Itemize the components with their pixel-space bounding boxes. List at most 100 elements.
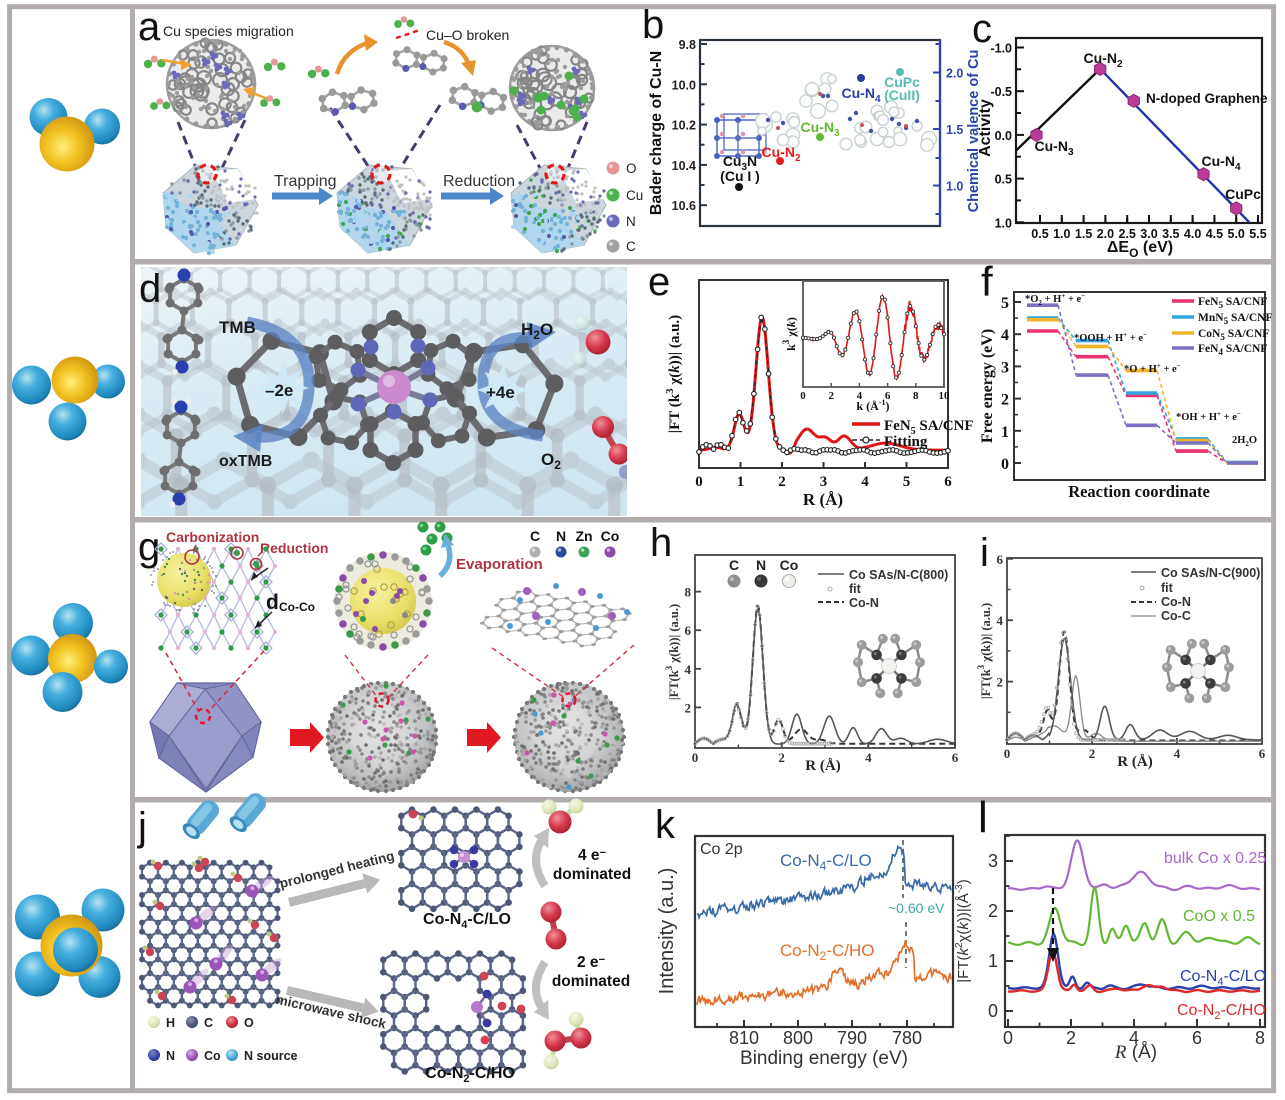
svg-text:Co-N: Co-N (1161, 595, 1191, 609)
svg-text:Fitting: Fitting (884, 434, 928, 450)
svg-text:2: 2 (1001, 392, 1009, 409)
svg-text:|FT(k3 χ(k))| (a.u.): |FT(k3 χ(k))| (a.u.) (976, 603, 993, 699)
svg-text:|FT (k3 χ(k))| (a.u.): |FT (k3 χ(k))| (a.u.) (664, 315, 683, 433)
svg-text:2: 2 (778, 474, 786, 490)
svg-text:FeN5 SA/CNF: FeN5 SA/CNF (1198, 296, 1267, 310)
svg-text:10: 10 (939, 390, 951, 402)
svg-text:0.0: 0.0 (995, 129, 1012, 143)
svg-text:O: O (626, 161, 637, 176)
svg-text:0: 0 (695, 474, 703, 490)
svg-text:Reaction coordinate: Reaction coordinate (1068, 482, 1210, 501)
svg-text:6: 6 (952, 750, 959, 765)
svg-text:Carbonization: Carbonization (166, 529, 259, 545)
svg-text:4.5: 4.5 (1206, 227, 1223, 241)
svg-text:Zn: Zn (575, 528, 592, 544)
svg-text:6: 6 (944, 474, 952, 490)
svg-text:5: 5 (1001, 295, 1009, 312)
svg-text:N: N (756, 557, 766, 573)
svg-text:6: 6 (1259, 746, 1266, 761)
svg-text:R (Å): R (Å) (1117, 754, 1152, 770)
svg-text:h: h (650, 521, 672, 565)
svg-text:CoN5 SA/CNF: CoN5 SA/CNF (1198, 328, 1269, 342)
svg-text:5: 5 (903, 474, 911, 490)
svg-text:10.6: 10.6 (672, 199, 696, 213)
svg-text:-1.0: -1.0 (990, 42, 1012, 56)
svg-text:f: f (981, 258, 993, 305)
svg-text:5.5: 5.5 (1249, 227, 1266, 241)
svg-text:|FT(k3 χ(k))| (a.u.): |FT(k3 χ(k))| (a.u.) (664, 604, 681, 700)
svg-text:Cu–O broken: Cu–O broken (426, 27, 509, 43)
svg-text:3: 3 (1001, 359, 1009, 376)
svg-text:N: N (626, 214, 636, 229)
svg-text:c: c (972, 7, 992, 51)
svg-text:Free energy (eV): Free energy (eV) (979, 329, 996, 443)
svg-text:2.0: 2.0 (946, 67, 963, 81)
svg-text:oxTMB: oxTMB (219, 453, 272, 470)
svg-text:8: 8 (685, 585, 692, 600)
svg-text:1.5: 1.5 (1075, 227, 1092, 241)
svg-text:4: 4 (997, 613, 1004, 628)
svg-text:10.4: 10.4 (672, 159, 696, 173)
svg-text:*O2 + H+ + e−: *O2 + H+ + e− (1025, 292, 1085, 307)
svg-text:1.5: 1.5 (946, 123, 963, 137)
svg-text:C: C (729, 557, 739, 573)
svg-text:2: 2 (1089, 746, 1096, 761)
svg-text:(Cu I ): (Cu I ) (720, 168, 760, 184)
svg-text:4: 4 (1001, 327, 1009, 344)
svg-text:Cu species migration: Cu species migration (163, 23, 294, 39)
svg-text:10.2: 10.2 (672, 119, 696, 133)
svg-text:d: d (266, 591, 279, 614)
svg-text:5.0: 5.0 (1228, 227, 1245, 241)
svg-text:j: j (137, 805, 147, 849)
svg-text:1: 1 (1001, 424, 1009, 441)
svg-text:4: 4 (861, 474, 869, 490)
svg-text:Bader charge of Cu-N: Bader charge of Cu-N (648, 51, 665, 215)
svg-text:*OH + H+ + e−: *OH + H+ + e− (1176, 410, 1241, 423)
svg-text:*OOH + H+ + e−: *OOH + H+ + e− (1074, 331, 1147, 344)
svg-text:0: 0 (800, 390, 806, 402)
svg-text:9.8: 9.8 (679, 38, 696, 52)
svg-text:3: 3 (820, 474, 828, 490)
svg-text:Co SAs/N-C(900): Co SAs/N-C(900) (1161, 566, 1260, 580)
svg-text:1.0: 1.0 (1053, 227, 1070, 241)
svg-text:1.0: 1.0 (946, 180, 963, 194)
svg-text:k (Å-1): k (Å-1) (856, 398, 889, 413)
svg-text:a: a (138, 5, 161, 49)
svg-text:Co-C: Co-C (1161, 609, 1191, 623)
svg-text:-0.5: -0.5 (990, 85, 1012, 99)
svg-text:C: C (626, 239, 636, 254)
svg-text:Co: Co (780, 557, 799, 573)
svg-text:0: 0 (1004, 746, 1011, 761)
svg-text:2: 2 (828, 390, 834, 402)
svg-text:C: C (530, 528, 540, 544)
svg-text:CuPc: CuPc (1225, 186, 1261, 202)
svg-text:N: N (556, 528, 566, 544)
svg-text:Co SAs/N-C(800): Co SAs/N-C(800) (849, 568, 948, 582)
svg-text:*O + H+ + e−: *O + H+ + e− (1124, 362, 1181, 375)
svg-text:i: i (980, 531, 989, 575)
svg-text:4: 4 (685, 662, 692, 677)
svg-text:e: e (648, 260, 670, 304)
svg-text:d: d (139, 267, 161, 311)
svg-text:1.0: 1.0 (995, 216, 1012, 230)
svg-text:Trapping: Trapping (274, 173, 337, 190)
svg-text:0.5: 0.5 (1031, 227, 1048, 241)
svg-text:0: 0 (1001, 456, 1009, 473)
svg-text:2: 2 (778, 750, 785, 765)
svg-text:0: 0 (692, 750, 699, 765)
svg-text:+4e: +4e (486, 383, 515, 402)
svg-text:–2e: –2e (265, 381, 293, 400)
svg-text:10.0: 10.0 (672, 78, 696, 92)
svg-text:8: 8 (913, 390, 919, 402)
svg-text:(CuII): (CuII) (884, 87, 920, 103)
svg-text:0.5: 0.5 (995, 173, 1012, 187)
svg-text:R (Å): R (Å) (803, 490, 843, 509)
svg-text:4.0: 4.0 (1184, 227, 1201, 241)
svg-text:Evaporation: Evaporation (456, 556, 543, 573)
svg-text:FeN4 SA/CNF: FeN4 SA/CNF (1198, 343, 1267, 357)
svg-text:Co-Co: Co-Co (279, 600, 315, 614)
svg-text:fit: fit (1161, 581, 1174, 595)
svg-text:4: 4 (1174, 746, 1181, 761)
svg-text:Co: Co (601, 528, 620, 544)
svg-text:TMB: TMB (219, 318, 256, 337)
